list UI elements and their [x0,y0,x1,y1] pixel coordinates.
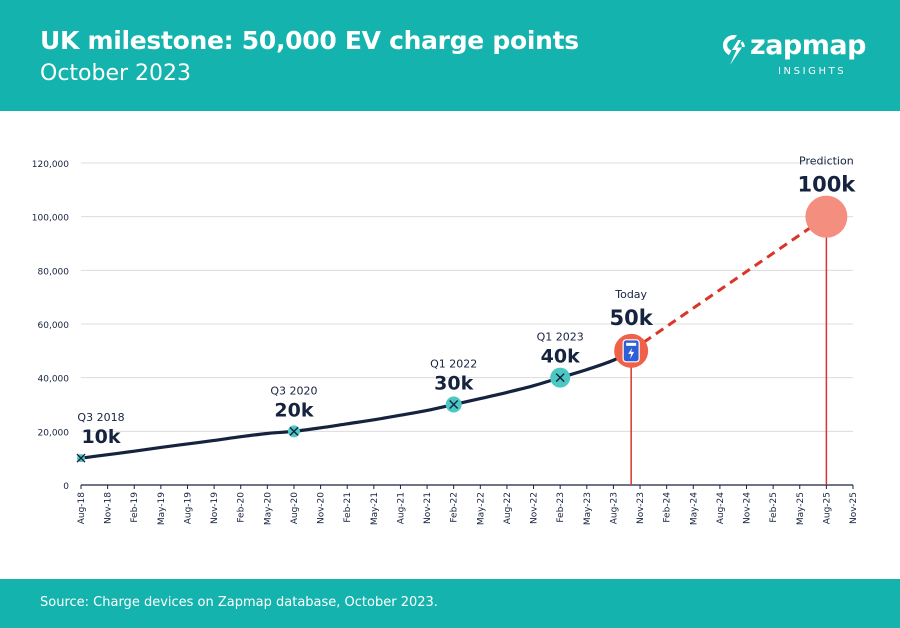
milestone-value-label: 10k [81,426,120,448]
x-tick-label: Nov-22 [530,492,540,524]
prediction-value-label: 100k [797,173,856,197]
today-label: Today [614,288,647,301]
charger-screen-icon [626,342,637,346]
x-tick-label: Aug-22 [503,492,513,524]
today-value-label: 50k [610,306,654,330]
milestone-value-label: 30k [434,373,473,395]
x-tick-label: Nov-25 [849,492,859,524]
y-tick-label: 80,000 [38,267,70,277]
charge-points-chart: 0 20,000 40,000 60,000 80,000 100,000 120,000 A… [32,155,859,525]
x-tick-label: Nov-18 [104,492,114,524]
x-tick-label: Aug-23 [609,492,619,524]
lightning-bolt-icon [723,35,745,65]
x-tick-label: Feb-22 [450,492,460,523]
x-tick-label: May-25 [796,492,806,525]
milestone-cross-icon [289,426,299,436]
milestone-period-label: Q1 2022 [430,358,477,371]
x-tick-label: Nov-24 [743,492,753,524]
y-tick-label: 100,000 [32,214,69,224]
milestone-value-label: 20k [274,399,313,421]
page-subtitle: October 2023 [40,61,192,86]
y-tick-label: 0 [63,482,69,492]
x-tick-label: May-24 [689,492,699,525]
x-tick-label: Nov-21 [423,492,433,524]
logo-name: zapmap [750,30,866,61]
x-tick-label: May-20 [263,492,273,525]
page-title: UK milestone: 50,000 EV charge points [40,26,579,55]
x-tick-label: May-22 [476,492,486,525]
x-tick-label: Feb-25 [769,492,779,523]
milestone-cross-icon [555,373,565,383]
charger-bolt-icon [628,347,635,359]
milestone-cross-icon [76,453,86,463]
x-tick-label: Feb-23 [556,492,566,523]
x-tick-label: Aug-20 [290,492,300,525]
x-tick-label: Feb-20 [237,492,247,523]
footer-banner: Source: Charge devices on Zapmap databas… [0,579,900,628]
x-tick-label: May-19 [157,492,167,525]
milestone-period-label: Q3 2018 [77,411,124,424]
y-tick-label: 40,000 [38,375,70,385]
header-banner: UK milestone: 50,000 EV charge points Oc… [0,0,900,111]
zapmap-logo: zapmap INSIGHTS [722,30,866,80]
x-tick-label: Aug-18 [77,492,87,525]
x-tick-label: Nov-19 [210,492,220,524]
milestone-value-label: 40k [541,346,580,368]
actual-series-line [79,349,633,460]
x-tick-label: Nov-20 [317,492,327,524]
x-tick-label: Aug-21 [396,492,406,524]
y-tick-label: 20,000 [38,428,70,438]
x-tick-label: May-21 [370,492,380,525]
y-tick-label: 60,000 [38,321,70,331]
x-tick-label: Feb-21 [343,492,353,523]
milestone-period-label: Q1 2023 [537,331,584,344]
prediction-marker [805,195,848,238]
x-tick-label: Aug-19 [183,492,193,525]
x-tick-label: May-23 [583,492,593,525]
milestone-period-label: Q3 2020 [270,384,317,397]
prediction-label: Prediction [799,155,854,168]
source-note: Source: Charge devices on Zapmap databas… [40,595,438,610]
x-tick-label: Aug-24 [716,492,726,525]
x-tick-label: Nov-23 [636,492,646,524]
x-tick-label: Feb-19 [130,492,140,523]
x-tick-label: Aug-25 [822,492,832,524]
x-tick-label: Feb-24 [663,492,673,523]
logo-tagline: INSIGHTS [778,66,847,77]
milestone-cross-icon [449,400,459,409]
prediction-series-line [630,215,828,353]
y-tick-label: 120,000 [32,160,69,170]
